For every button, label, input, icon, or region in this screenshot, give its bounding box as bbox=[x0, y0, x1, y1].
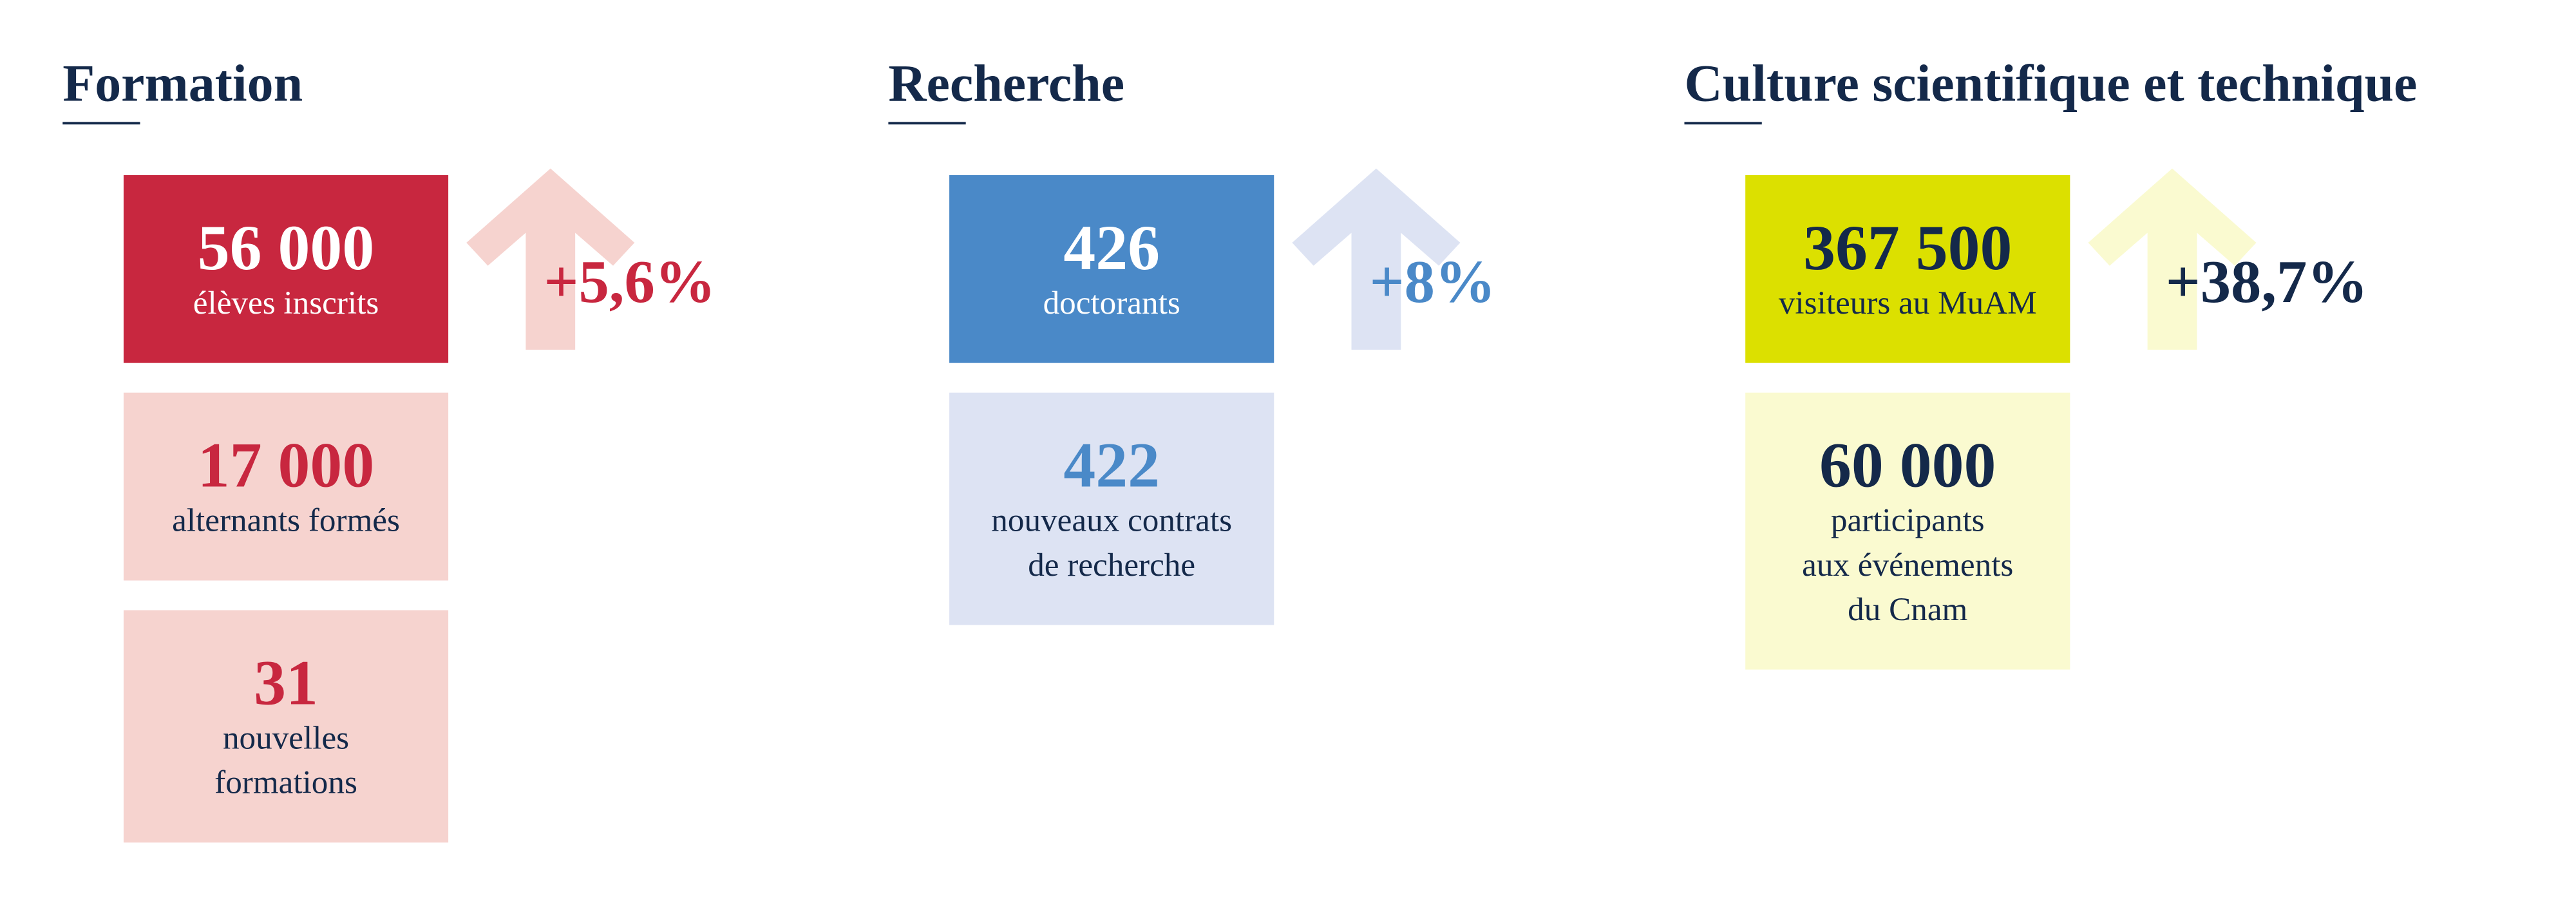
stat-value: 367 500 bbox=[1803, 212, 2012, 283]
stat-label: participants bbox=[1831, 502, 1985, 539]
stat-value: 422 bbox=[1063, 430, 1160, 501]
stat-value: 31 bbox=[254, 647, 318, 718]
stat-value: 56 000 bbox=[198, 212, 374, 283]
stat-label: du Cnam bbox=[1848, 591, 1967, 628]
up-arrow bbox=[466, 168, 635, 350]
up-arrow bbox=[1292, 168, 1461, 350]
stat-label: nouveaux contrats bbox=[991, 502, 1232, 539]
stat-box bbox=[123, 610, 449, 843]
stat-box bbox=[123, 175, 449, 363]
stat-box bbox=[949, 175, 1274, 363]
change-value: +5,6% bbox=[544, 249, 716, 316]
stat-label: alternants formés bbox=[172, 502, 400, 539]
stat-label: formations bbox=[214, 764, 357, 801]
section-title: Recherche bbox=[888, 54, 1124, 113]
change-value: +38,7% bbox=[2166, 249, 2368, 316]
stat-label: nouvelles bbox=[223, 719, 349, 756]
section-title: Formation bbox=[62, 54, 303, 113]
stat-value: 17 000 bbox=[198, 430, 374, 501]
stat-value: 60 000 bbox=[1819, 430, 1996, 501]
stat-label: doctorants bbox=[1043, 285, 1180, 321]
stat-label: de recherche bbox=[1028, 547, 1195, 583]
section-title: Culture scientifique et technique bbox=[1684, 54, 2417, 113]
stat-box bbox=[1745, 175, 2070, 363]
stat-box bbox=[1745, 392, 2070, 670]
up-arrow bbox=[2088, 168, 2257, 350]
stat-label: aux événements bbox=[1802, 547, 2013, 583]
stat-box bbox=[123, 392, 449, 581]
stat-box bbox=[949, 392, 1274, 625]
change-value: +8% bbox=[1370, 249, 1496, 316]
stat-value: 426 bbox=[1063, 212, 1160, 283]
stat-label: visiteurs au MuAM bbox=[1779, 285, 2037, 321]
stat-label: élèves inscrits bbox=[193, 285, 379, 321]
